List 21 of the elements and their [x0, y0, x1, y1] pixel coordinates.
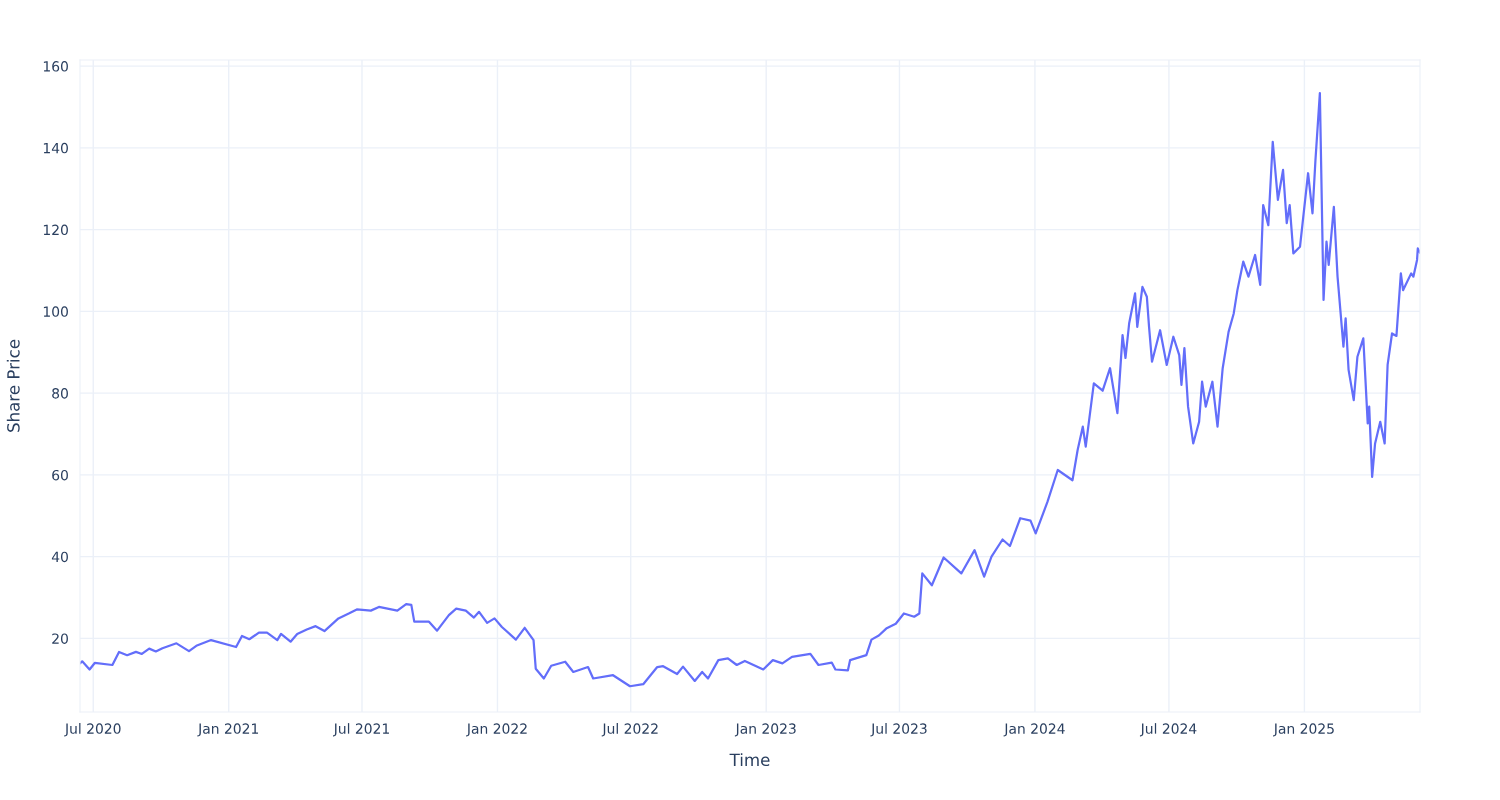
x-tick-label: Jan 2024	[1003, 723, 1065, 737]
y-tick-label: 100	[43, 306, 68, 317]
x-axis-title: Time	[729, 753, 770, 767]
y-tick-label: 20	[52, 633, 68, 644]
line-series	[80, 92, 1420, 688]
y-tick-label: 60	[52, 469, 68, 481]
y-tick-label: 140	[43, 142, 68, 154]
y-tick-label: 120	[43, 224, 68, 236]
x-tick-label: Jan 2021	[197, 723, 259, 737]
x-tick-label: Jul 2020	[64, 723, 121, 737]
x-tick-label: Jul 2023	[870, 723, 927, 737]
x-tick-label: Jan 2023	[734, 723, 796, 737]
x-tick-label: Jan 2025	[1273, 723, 1334, 737]
y-tick-label: 40	[51, 551, 68, 563]
x-tick-label: Jul 2024	[1139, 723, 1197, 737]
x-tick-label: Jul 2021	[333, 723, 389, 737]
x-tick-label: Jan 2022	[466, 723, 527, 737]
y-tick-label: 160	[43, 61, 68, 72]
x-tick-label: Jul 2022	[601, 723, 658, 737]
y-tick-label: 80	[52, 388, 68, 399]
y-axis-title: Share Price	[6, 339, 20, 432]
